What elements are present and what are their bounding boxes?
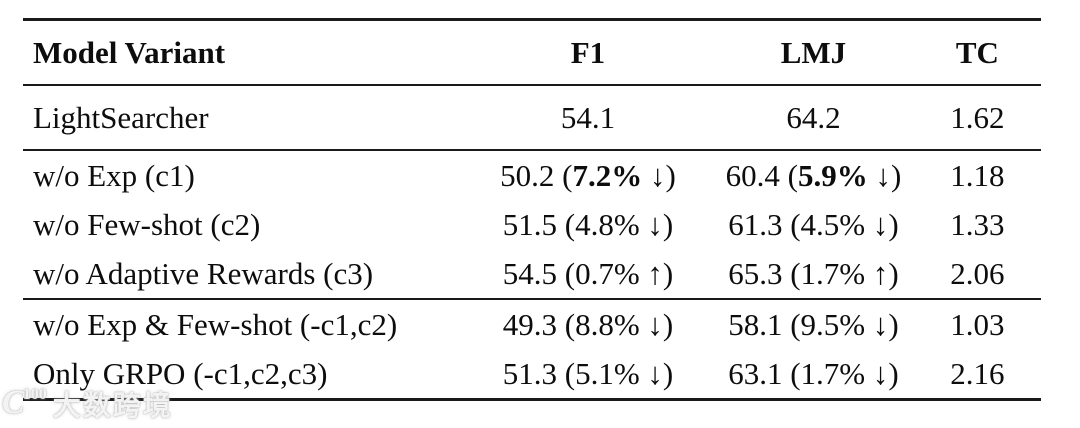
lmj-value: 58.1 (9.5% ↓) bbox=[713, 299, 914, 349]
lmj-arrow: ↓) bbox=[865, 355, 899, 391]
lmj-delta: 9.5% bbox=[800, 306, 866, 342]
column-header-lmj: LMJ bbox=[713, 19, 914, 86]
lmj-score: 64.2 bbox=[786, 99, 841, 135]
f1-score: 50.2 ( bbox=[500, 157, 573, 193]
lmj-arrow: ↓) bbox=[865, 206, 899, 242]
lmj-arrow: ↓) bbox=[865, 306, 899, 342]
lmj-arrow: ↑) bbox=[865, 255, 899, 291]
tc-value: 1.62 bbox=[913, 85, 1041, 151]
lmj-value: 61.3 (4.5% ↓) bbox=[713, 200, 914, 249]
f1-value: 49.3 (8.8% ↓) bbox=[463, 299, 713, 349]
variant-name: LightSearcher bbox=[23, 85, 463, 151]
tc-value: 1.03 bbox=[950, 306, 1005, 342]
lmj-delta: 5.9% bbox=[797, 157, 868, 193]
f1-value: 51.3 (5.1% ↓) bbox=[463, 349, 713, 400]
column-header-f1: F1 bbox=[462, 19, 714, 86]
f1-delta: 0.7% bbox=[575, 255, 640, 291]
f1-delta: 7.2% bbox=[572, 157, 643, 193]
table-row-only-grpo: Only GRPO (-c1,c2,c3) 51.3 (5.1% ↓) 63.1… bbox=[23, 349, 1041, 400]
lmj-value: 63.1 (1.7% ↓) bbox=[713, 349, 914, 400]
f1-score: 51.3 ( bbox=[502, 355, 576, 391]
lmj-score: 63.1 ( bbox=[728, 355, 801, 391]
table-row-wo-adaptive-rewards: w/o Adaptive Rewards (c3) 54.5 (0.7% ↑) … bbox=[23, 249, 1041, 300]
f1-score: 51.5 ( bbox=[502, 206, 576, 242]
lmj-value: 65.3 (1.7% ↑) bbox=[713, 249, 914, 300]
column-header-model-variant: Model Variant bbox=[23, 19, 463, 86]
table-row-lightsearcher: LightSearcher 54.1 64.2 1.62 bbox=[23, 85, 1041, 151]
f1-arrow: ↑) bbox=[639, 255, 674, 291]
ablation-table: Model Variant F1 LMJ TC LightSearcher 54… bbox=[23, 18, 1041, 401]
lmj-value: 60.4 (5.9% ↓) bbox=[713, 150, 914, 200]
f1-value: 54.5 (0.7% ↑) bbox=[462, 249, 714, 300]
lmj-score: 65.3 ( bbox=[728, 255, 801, 291]
tc-value: 2.06 bbox=[913, 249, 1041, 300]
lmj-score: 60.4 ( bbox=[725, 157, 798, 193]
lmj-score: 61.3 ( bbox=[728, 206, 801, 242]
lmj-delta: 1.7% bbox=[800, 355, 866, 391]
lmj-score: 58.1 ( bbox=[728, 306, 801, 342]
table-row-wo-fewshot: w/o Few-shot (c2) 51.5 (4.8% ↓) 61.3 (4.… bbox=[23, 200, 1041, 249]
f1-score: 54.1 bbox=[560, 99, 616, 135]
lmj-arrow: ↓) bbox=[867, 157, 902, 193]
f1-delta: 8.8% bbox=[575, 306, 640, 342]
ablation-table-container: Model Variant F1 LMJ TC LightSearcher 54… bbox=[23, 18, 1041, 401]
f1-arrow: ↓) bbox=[639, 355, 674, 391]
variant-name: w/o Few-shot (c2) bbox=[33, 206, 261, 242]
lmj-delta: 1.7% bbox=[800, 255, 866, 291]
f1-delta: 5.1% bbox=[575, 355, 640, 391]
f1-delta: 4.8% bbox=[575, 206, 640, 242]
table-row-wo-exp-fewshot: w/o Exp & Few-shot (-c1,c2) 49.3 (8.8% ↓… bbox=[23, 299, 1041, 349]
tc-value: 1.33 bbox=[950, 206, 1005, 242]
f1-arrow: ↓) bbox=[639, 306, 674, 342]
tc-value: 1.18 bbox=[950, 157, 1005, 193]
variant-name: Only GRPO (-c1,c2,c3) bbox=[33, 355, 328, 391]
f1-score: 54.5 ( bbox=[502, 255, 576, 291]
lmj-delta: 4.5% bbox=[800, 206, 866, 242]
f1-value: 51.5 (4.8% ↓) bbox=[463, 200, 713, 249]
table-header-row: Model Variant F1 LMJ TC bbox=[23, 19, 1041, 86]
variant-name: w/o Exp (c1) bbox=[33, 157, 195, 193]
column-header-tc: TC bbox=[913, 19, 1041, 86]
f1-arrow: ↓) bbox=[642, 157, 676, 193]
f1-arrow: ↓) bbox=[639, 206, 674, 242]
variant-name: w/o Exp & Few-shot (-c1,c2) bbox=[33, 306, 398, 342]
table-row-wo-exp: w/o Exp (c1) 50.2 (7.2% ↓) 60.4 (5.9% ↓)… bbox=[23, 150, 1041, 200]
f1-score: 49.3 ( bbox=[502, 306, 576, 342]
f1-value: 54.1 bbox=[462, 85, 714, 151]
variant-name: w/o Adaptive Rewards (c3) bbox=[23, 249, 463, 300]
tc-value: 2.16 bbox=[950, 355, 1005, 391]
f1-value: 50.2 (7.2% ↓) bbox=[463, 150, 713, 200]
lmj-value: 64.2 bbox=[713, 85, 914, 151]
